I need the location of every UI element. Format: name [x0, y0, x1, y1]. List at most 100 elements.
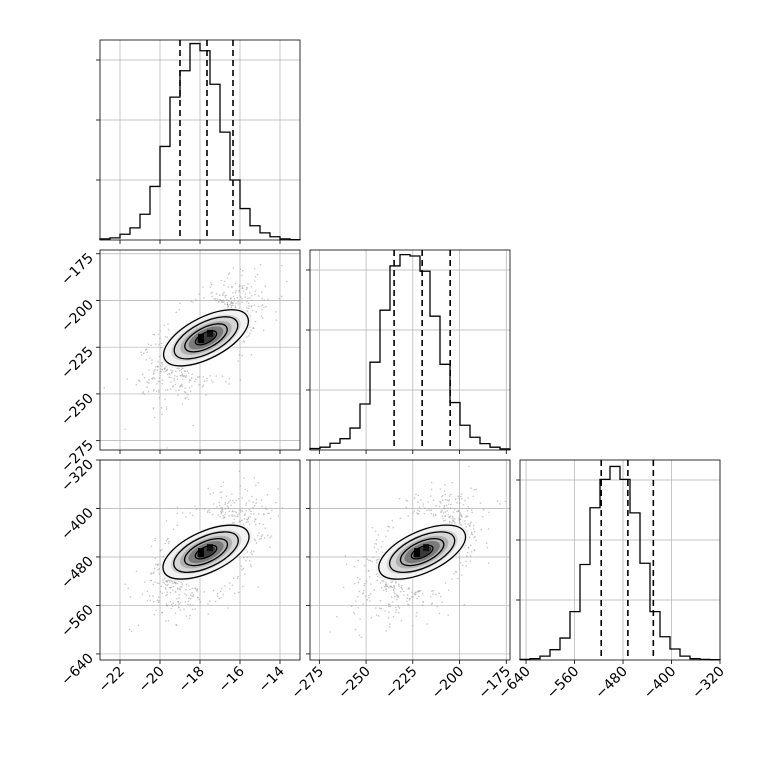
sample-point	[369, 600, 371, 602]
sample-point	[430, 488, 433, 491]
sample-point	[208, 509, 211, 511]
sample-point	[192, 595, 194, 598]
sample-point	[171, 370, 174, 372]
sample-point	[227, 501, 230, 503]
sample-point	[135, 384, 138, 386]
sample-point	[377, 534, 380, 536]
sample-point	[154, 343, 157, 345]
sample-point	[208, 600, 211, 602]
sample-point	[169, 586, 172, 589]
sample-point	[189, 614, 191, 617]
x-tick-label: −480	[592, 664, 631, 703]
sample-point	[156, 369, 158, 371]
sample-point	[353, 613, 356, 615]
sample-point	[238, 509, 241, 512]
sample-point	[250, 295, 253, 297]
sample-point	[403, 590, 405, 593]
sample-point	[445, 504, 448, 507]
sample-point	[250, 513, 252, 515]
sample-point	[103, 386, 106, 389]
sample-point	[430, 512, 433, 515]
sample-point	[264, 527, 266, 530]
sample-point	[198, 384, 200, 386]
sample-point	[246, 518, 249, 521]
sample-point	[238, 470, 241, 473]
sample-point	[430, 509, 433, 511]
sample-point	[141, 392, 144, 394]
sample-point	[192, 301, 194, 303]
sample-point	[207, 603, 209, 605]
sample-point	[222, 293, 224, 295]
sample-point	[362, 589, 365, 592]
sample-point	[434, 593, 437, 596]
sample-point	[159, 337, 161, 340]
sample-point	[175, 389, 177, 391]
sample-point	[461, 493, 463, 495]
sample-point	[189, 390, 192, 392]
sample-point	[184, 370, 186, 373]
sample-point	[443, 504, 446, 507]
sample-point	[241, 287, 244, 289]
y-tick-label: −400	[58, 505, 97, 544]
sample-point	[185, 594, 188, 597]
sample-point	[233, 521, 235, 524]
sample-point	[448, 495, 451, 497]
sample-point	[175, 582, 177, 585]
sample-point	[350, 605, 353, 608]
sample-point	[441, 601, 443, 603]
sample-point	[222, 301, 225, 304]
sample-point	[251, 495, 253, 498]
sample-point	[152, 376, 155, 379]
sample-point	[160, 347, 162, 349]
sample-point	[210, 292, 212, 295]
sample-point	[165, 594, 167, 597]
sample-point	[220, 588, 223, 590]
sample-point	[460, 495, 462, 498]
sample-point	[382, 580, 385, 582]
sample-point	[189, 512, 191, 514]
sample-point	[481, 515, 484, 518]
sample-point	[216, 592, 219, 595]
histogram-panel-2	[306, 250, 511, 450]
sample-point	[235, 499, 237, 502]
sample-point	[387, 603, 390, 605]
sample-point	[257, 586, 260, 589]
sample-point	[228, 300, 230, 302]
sample-point	[232, 510, 234, 513]
sample-point	[191, 373, 193, 376]
sample-point	[181, 512, 184, 514]
sample-point	[141, 354, 143, 356]
sample-point	[466, 510, 469, 512]
sample-point	[226, 502, 229, 505]
sample-point	[221, 511, 224, 513]
sample-point	[453, 572, 455, 575]
sample-point	[212, 381, 214, 383]
sample-point	[124, 583, 126, 586]
sample-point	[250, 286, 253, 288]
sample-point	[221, 490, 223, 493]
sample-point	[254, 280, 256, 282]
sample-point	[166, 538, 169, 541]
sample-point	[240, 565, 243, 568]
sample-point	[387, 617, 390, 619]
sample-point	[177, 600, 179, 603]
sample-point	[176, 512, 178, 515]
sample-point	[448, 516, 451, 518]
sample-point	[179, 302, 181, 305]
sample-point	[246, 336, 248, 338]
sample-point	[216, 506, 218, 508]
sample-point	[372, 556, 375, 559]
sample-point	[152, 408, 155, 410]
sample-point	[166, 593, 168, 596]
sample-point	[246, 556, 249, 558]
sample-point	[285, 280, 288, 283]
sample-point	[235, 290, 237, 292]
sample-point	[472, 495, 475, 498]
sample-point	[444, 498, 447, 501]
sample-point	[414, 593, 417, 595]
contour-line	[162, 524, 250, 580]
sample-point	[205, 379, 208, 382]
sample-point	[239, 284, 241, 286]
sample-point	[243, 477, 245, 479]
sample-point	[253, 520, 256, 523]
